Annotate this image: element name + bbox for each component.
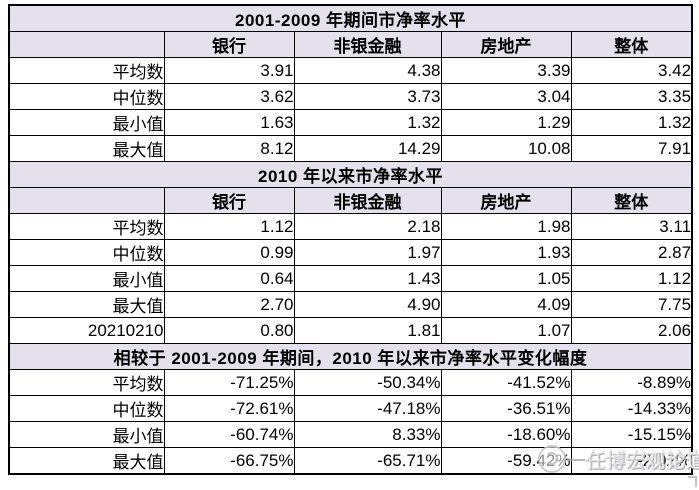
table-row: 中位数 0.99 1.97 1.93 2.87 [8,239,693,266]
value-cell: 0.99 [163,239,295,266]
value-cell: 1.98 [440,213,572,240]
column-header-overall: 整体 [570,187,693,214]
value-cell: 1.93 [440,239,572,266]
value-cell: -60.74% [163,421,295,448]
column-header-nonbank-finance: 非银金融 [293,31,442,58]
table-row: 中位数 3.62 3.73 3.04 3.35 [8,83,693,110]
value-cell: 3.42 [570,57,693,84]
corner-empty-cell [8,31,165,58]
value-cell: -50.34% [293,369,442,396]
section-2001-2009: 2001-2009 年期间市净率水平 [8,4,693,32]
value-cell: 1.07 [440,317,572,344]
section-change-vs-2001-2009: 相较于 2001-2009 年期间，2010 年以来市净率水平变化幅度 [8,343,693,370]
value-cell: 8.33% [293,421,442,448]
value-cell: -8.89% [570,369,693,396]
column-header-real-estate: 房地产 [440,187,572,214]
row-label: 最小值 [8,421,165,448]
table-row: 最大值 2.70 4.90 4.09 7.75 [8,291,693,318]
row-label: 中位数 [8,395,165,422]
value-cell: 2.70 [163,291,295,318]
value-cell: -14.33% [570,395,693,422]
row-label: 平均数 [8,369,165,396]
value-cell: 3.04 [440,83,572,110]
table-row: 最大值 -66.75% -65.71% -59.42% -2.02% [8,447,693,475]
value-cell: 3.73 [293,83,442,110]
value-cell: -47.18% [293,395,442,422]
value-cell: 3.39 [440,57,572,84]
table-row: 中位数 -72.61% -47.18% -36.51% -14.33% [8,395,693,422]
value-cell: -65.71% [293,447,442,475]
value-cell: 1.05 [440,265,572,292]
value-cell: -59.42% [440,447,572,475]
column-header-row: 银行 非银金融 房地产 整体 [8,187,693,214]
row-label: 最小值 [8,109,165,136]
value-cell: 1.12 [163,213,295,240]
value-cell: 1.32 [293,109,442,136]
section-title: 相较于 2001-2009 年期间，2010 年以来市净率水平变化幅度 [8,343,693,370]
row-label: 最大值 [8,447,165,475]
value-cell: 7.91 [570,135,693,162]
value-cell: -66.75% [163,447,295,475]
column-header-nonbank-finance: 非银金融 [293,187,442,214]
value-cell: -72.61% [163,395,295,422]
value-cell: 8.12 [163,135,295,162]
column-header-row: 银行 非银金融 房地产 整体 [8,31,693,58]
row-label: 中位数 [8,239,165,266]
pb-ratio-table: 2001-2009 年期间市净率水平 银行 非银金融 房地产 整体 平均数 3.… [8,4,694,475]
value-cell: 2.87 [570,239,693,266]
value-cell: 1.32 [570,109,693,136]
table-row: 平均数 1.12 2.18 1.98 3.11 [8,213,693,240]
section-since-2010: 2010 年以来市净率水平 [8,161,693,188]
corner-empty-cell [8,187,165,214]
value-cell: 7.75 [570,291,693,318]
value-cell: 1.43 [293,265,442,292]
table-row: 最小值 -60.74% 8.33% -18.60% -15.15% [8,421,693,448]
value-cell: 4.90 [293,291,442,318]
row-label-date: 20210210 [8,317,165,344]
table-row: 平均数 3.91 4.38 3.39 3.42 [8,57,693,84]
column-header-real-estate: 房地产 [440,31,572,58]
value-cell: 4.09 [440,291,572,318]
value-cell: -41.52% [440,369,572,396]
value-cell: 1.29 [440,109,572,136]
value-cell: 1.12 [570,265,693,292]
row-label: 最小值 [8,265,165,292]
section-title: 2010 年以来市净率水平 [8,161,693,188]
value-cell: 0.64 [163,265,295,292]
value-cell: 1.97 [293,239,442,266]
table-row: 20210210 0.80 1.81 1.07 2.06 [8,317,693,344]
corner-mark [688,476,697,487]
table-row: 最小值 1.63 1.32 1.29 1.32 [8,109,693,136]
column-header-bank: 银行 [163,31,295,58]
table-row: 最小值 0.64 1.43 1.05 1.12 [8,265,693,292]
value-cell: 10.08 [440,135,572,162]
row-label: 平均数 [8,57,165,84]
column-header-overall: 整体 [570,31,693,58]
row-label: 最大值 [8,291,165,318]
value-cell: -2.02% [570,447,693,475]
value-cell: 2.06 [570,317,693,344]
value-cell: 3.62 [163,83,295,110]
row-label: 中位数 [8,83,165,110]
column-header-bank: 银行 [163,187,295,214]
value-cell: -71.25% [163,369,295,396]
value-cell: 1.63 [163,109,295,136]
row-label: 平均数 [8,213,165,240]
value-cell: 3.91 [163,57,295,84]
value-cell: 1.81 [293,317,442,344]
table-row: 平均数 -71.25% -50.34% -41.52% -8.89% [8,369,693,396]
value-cell: 4.38 [293,57,442,84]
value-cell: -18.60% [440,421,572,448]
value-cell: -15.15% [570,421,693,448]
value-cell: 0.80 [163,317,295,344]
row-label: 最大值 [8,135,165,162]
value-cell: 3.35 [570,83,693,110]
table-row: 最大值 8.12 14.29 10.08 7.91 [8,135,693,162]
value-cell: 3.11 [570,213,693,240]
value-cell: -36.51% [440,395,572,422]
section-title: 2001-2009 年期间市净率水平 [8,4,693,32]
value-cell: 2.18 [293,213,442,240]
value-cell: 14.29 [293,135,442,162]
